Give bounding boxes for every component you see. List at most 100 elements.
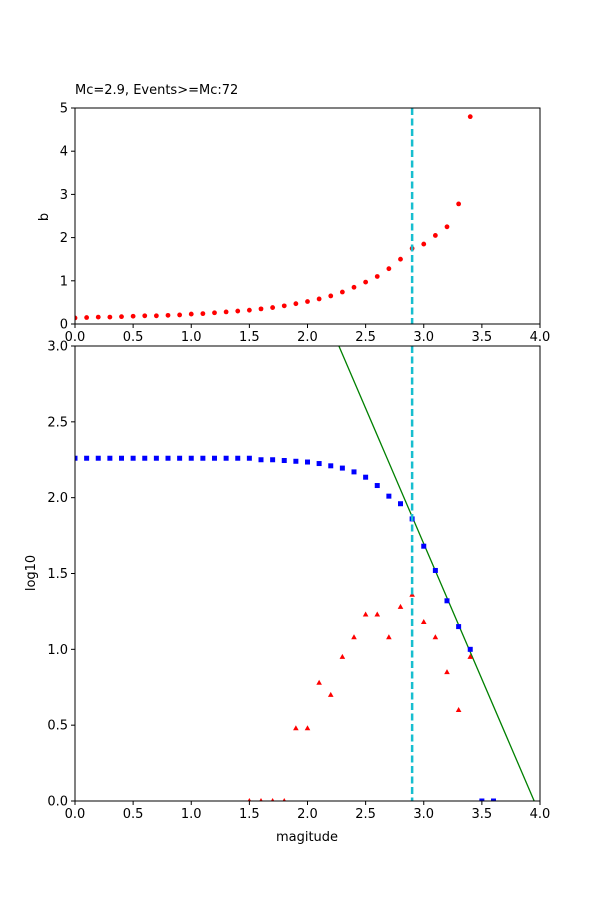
- x-tick-label: 3.5: [472, 807, 493, 822]
- y-axis-label: b: [37, 213, 52, 221]
- b-value-point: [316, 296, 322, 302]
- cumulative-point: [316, 461, 322, 467]
- x-tick-label: 0.0: [65, 807, 86, 822]
- x-tick-label: 3.0: [413, 807, 434, 822]
- x-tick-label: 0.5: [123, 807, 144, 822]
- b-value-point: [95, 314, 101, 320]
- cumulative-point: [339, 465, 345, 471]
- noncumulative-point: [386, 634, 392, 640]
- noncumulative-point: [455, 707, 462, 712]
- cumulative-point: [165, 455, 171, 461]
- chart-title: Mc=2.9, Events>=Mc:72: [75, 83, 238, 98]
- noncumulative-point: [351, 634, 357, 640]
- cumulative-point: [84, 455, 90, 461]
- cumulative-point: [374, 483, 380, 489]
- noncumulative-point: [467, 653, 474, 659]
- x-tick-label: 0.0: [65, 330, 86, 345]
- x-tick-label: 2.5: [355, 807, 376, 822]
- plot-area: [75, 346, 535, 801]
- b-value-point: [270, 305, 276, 310]
- y-tick-label: 4: [60, 145, 68, 160]
- b-value-point: [386, 266, 392, 272]
- b-value-point: [456, 201, 462, 207]
- y-tick-label: 2.0: [47, 491, 68, 506]
- b-value-point: [258, 306, 264, 312]
- b-value-panel: Mc=2.9, Events>=Mc:72 b 0.0 0.5 1.0 1.5 2.0 2…: [37, 83, 550, 345]
- x-tick-label: 4.0: [530, 330, 551, 345]
- b-value-point: [107, 314, 113, 320]
- axes: 0.0 0.5 1.0 1.5 2.0 2.5 3.0 3.5 4.0 0.0 0.5 1.0 1.5 2…: [47, 340, 550, 823]
- x-tick-label: 1.0: [181, 807, 202, 822]
- noncumulative-point: [304, 725, 311, 731]
- noncumulative-point: [327, 691, 334, 697]
- cumulative-point: [293, 458, 299, 464]
- b-value-point: [165, 312, 171, 318]
- cumulative-point: [177, 455, 183, 461]
- x-tick-label: 0.5: [123, 330, 144, 345]
- b-value-point: [305, 299, 310, 304]
- cumulative-point: [188, 455, 194, 461]
- y-axis-label: log10: [24, 555, 39, 591]
- cumulative-point: [258, 457, 264, 463]
- y-tick-label: 5: [60, 102, 68, 117]
- cumulative-point: [270, 457, 276, 463]
- y-tick-label: 0.5: [47, 719, 68, 734]
- cumulative-point: [246, 455, 252, 461]
- b-value-point: [444, 224, 450, 230]
- cumulative-point: [467, 646, 473, 652]
- x-tick-label: 4.0: [530, 807, 551, 822]
- x-tick-label: 3.5: [472, 330, 493, 345]
- cumulative-point: [281, 458, 287, 464]
- x-tick-label: 2.5: [355, 330, 376, 345]
- cumulative-point: [223, 455, 229, 461]
- plot-marks: [75, 346, 535, 801]
- cumulative-point: [444, 598, 450, 604]
- cumulative-point: [235, 455, 241, 461]
- x-tick-label: 2.0: [297, 330, 318, 345]
- axes-frame: [74, 107, 541, 325]
- noncumulative-point: [444, 669, 450, 675]
- b-value-point: [223, 309, 229, 315]
- b-value-point: [293, 301, 299, 307]
- b-value-point: [246, 307, 252, 313]
- cumulative-point: [328, 463, 334, 469]
- cumulative-point: [363, 474, 369, 480]
- noncumulative-point: [293, 725, 299, 731]
- fmd-panel: magitude log10 0.0 0.5 1.0 1.5 2.0 2.5 3.0 3.5 4…: [24, 340, 550, 846]
- b-value-point: [153, 313, 159, 319]
- y-tick-label: 1.5: [47, 567, 68, 582]
- b-value-point: [351, 284, 357, 290]
- cumulative-point: [200, 455, 206, 461]
- x-tick-label: 1.5: [239, 330, 260, 345]
- noncumulative-point: [374, 611, 381, 617]
- x-tick-label: 3.0: [413, 330, 434, 345]
- noncumulative-point: [432, 634, 439, 640]
- cumulative-point: [130, 455, 136, 461]
- x-tick-label: 1.5: [239, 807, 260, 822]
- cumulative-point: [75, 455, 78, 461]
- b-value-point: [130, 313, 136, 319]
- b-value-point: [328, 293, 334, 299]
- x-tick-label: 2.0: [297, 807, 318, 822]
- b-value-point: [281, 303, 287, 309]
- cumulative-point: [95, 455, 101, 461]
- noncumulative-point: [397, 603, 404, 609]
- cumulative-point: [491, 798, 496, 801]
- noncumulative-point: [282, 798, 286, 801]
- cumulative-point: [456, 624, 462, 630]
- b-value-point: [188, 311, 194, 317]
- b-value-point: [467, 114, 473, 120]
- noncumulative-point: [247, 798, 252, 801]
- cumulative-point: [421, 543, 427, 549]
- b-value-point: [142, 313, 148, 319]
- b-value-point: [84, 315, 90, 320]
- noncumulative-point: [316, 679, 322, 685]
- y-tick-label: 0.0: [47, 795, 68, 810]
- y-tick-label: 1.0: [47, 643, 68, 658]
- y-tick-label: 1: [60, 274, 68, 289]
- b-value-point: [432, 233, 438, 238]
- plot-marks: [75, 108, 473, 324]
- y-tick-label: 0: [60, 318, 68, 333]
- noncumulative-point: [420, 619, 427, 625]
- noncumulative-point: [362, 611, 369, 617]
